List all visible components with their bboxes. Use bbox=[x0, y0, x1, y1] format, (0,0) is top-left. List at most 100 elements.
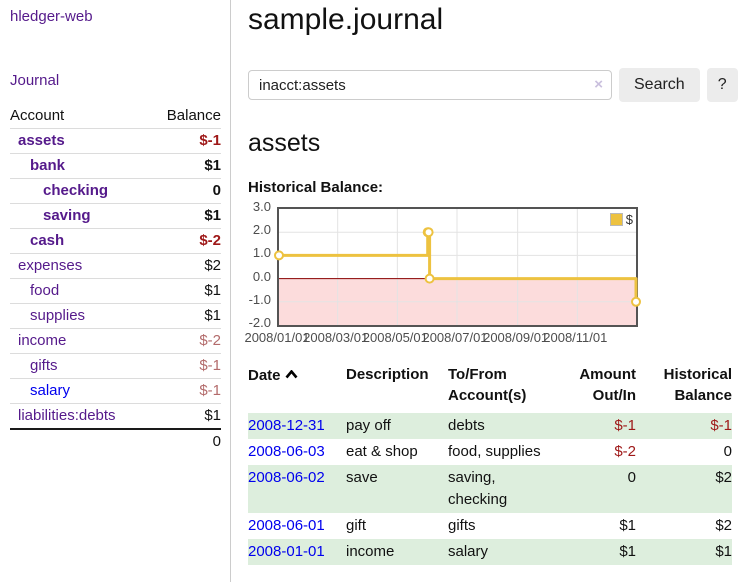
transaction-date-link[interactable]: 2008-01-01 bbox=[248, 543, 325, 560]
y-tick-label: 0.0 bbox=[252, 268, 271, 284]
account-balance: $-1 bbox=[161, 378, 221, 404]
account-row-checking: checking 0 bbox=[10, 178, 221, 204]
register-header-accounts: To/From Account(s) bbox=[448, 366, 527, 404]
account-balance: $1 bbox=[161, 203, 221, 229]
account-link[interactable]: food bbox=[30, 282, 60, 299]
transaction-amount: $-2 bbox=[614, 443, 636, 460]
brand-link[interactable]: hledger-web bbox=[10, 8, 93, 25]
register-header-row: Date Description To/From Account(s) Amou… bbox=[248, 363, 732, 413]
transaction-accounts: debts bbox=[448, 417, 485, 434]
historical-balance-chart: 3.0 2.0 1.0 0.0 -1.0 -2.0 $ 2008/01/01 2008/03… bbox=[244, 199, 740, 347]
account-balance: 0 bbox=[161, 178, 221, 204]
y-tick-label: 3.0 bbox=[252, 199, 271, 214]
account-row-income: income $-2 bbox=[10, 328, 221, 354]
x-tick-label: 2008/05/01 bbox=[362, 330, 428, 345]
account-row-gifts: gifts $-1 bbox=[10, 353, 221, 379]
accounts-total-value: 0 bbox=[161, 428, 221, 454]
account-link[interactable]: bank bbox=[30, 157, 66, 174]
x-tick-label: 2008/03/01 bbox=[303, 330, 369, 345]
page-title: sample.journal bbox=[248, 3, 444, 36]
y-tick-label: -1.0 bbox=[248, 291, 271, 307]
accounts-table-header: Account Balance bbox=[10, 104, 221, 129]
transaction-balance: $2 bbox=[715, 517, 732, 534]
main-content: sample.journal × Search ? assets Histori… bbox=[244, 0, 740, 565]
chart-y-labels: 3.0 2.0 1.0 0.0 -1.0 -2.0 bbox=[248, 199, 274, 330]
register-row: 2008-12-31 pay off debts $-1 $-1 bbox=[248, 413, 732, 439]
account-balance: $1 bbox=[161, 153, 221, 179]
transaction-date-link[interactable]: 2008-06-02 bbox=[248, 469, 325, 486]
account-row-salary: salary $-1 bbox=[10, 378, 221, 404]
transaction-amount: $1 bbox=[619, 543, 636, 560]
account-row-saving: saving $1 bbox=[10, 203, 221, 229]
account-row-cash: cash $-2 bbox=[10, 228, 221, 254]
y-tick-label: 2.0 bbox=[252, 222, 271, 238]
account-balance: $1 bbox=[161, 303, 221, 329]
transaction-accounts: gifts bbox=[448, 517, 476, 534]
chart-title: Historical Balance: bbox=[248, 179, 384, 196]
account-link[interactable]: checking bbox=[43, 182, 109, 199]
x-tick-label: 2008/09/01 bbox=[483, 330, 549, 345]
transaction-date-link[interactable]: 2008-06-03 bbox=[248, 443, 325, 460]
account-row-assets: assets $-1 bbox=[10, 128, 221, 154]
search-button[interactable]: Search bbox=[619, 68, 700, 102]
clear-search-icon[interactable]: × bbox=[594, 76, 603, 93]
y-tick-label: -2.0 bbox=[248, 315, 271, 330]
transaction-balance: $1 bbox=[715, 543, 732, 560]
account-link[interactable]: assets bbox=[18, 132, 65, 149]
search-input[interactable] bbox=[248, 70, 612, 100]
legend-label: $ bbox=[625, 212, 633, 227]
account-balance: $1 bbox=[161, 403, 221, 429]
account-row-food: food $1 bbox=[10, 278, 221, 304]
help-button[interactable]: ? bbox=[706, 68, 738, 102]
account-link[interactable]: salary bbox=[30, 382, 71, 399]
transaction-balance: 0 bbox=[723, 443, 732, 460]
account-balance: $-1 bbox=[161, 128, 221, 154]
account-balance: $-2 bbox=[161, 328, 221, 354]
account-balance: $2 bbox=[161, 253, 221, 279]
register-row: 2008-06-02 save saving, checking 0 $2 bbox=[248, 465, 732, 513]
register-header-description: Description bbox=[346, 366, 429, 383]
transaction-date-link[interactable]: 2008-06-01 bbox=[248, 517, 325, 534]
transaction-balance: $2 bbox=[715, 469, 732, 486]
transaction-accounts: food, supplies bbox=[448, 443, 541, 460]
account-link[interactable]: liabilities:debts bbox=[18, 407, 116, 424]
transaction-description: eat & shop bbox=[346, 443, 418, 460]
accounts-header-account: Account bbox=[10, 107, 65, 124]
register-row: 2008-01-01 income salary $1 $1 bbox=[248, 539, 732, 565]
account-balance: $1 bbox=[161, 278, 221, 304]
account-row-bank: bank $1 bbox=[10, 153, 221, 179]
register-header-balance: Historical Balance bbox=[663, 366, 732, 404]
accounts-table: Account Balance assets $-1 bank $1 check… bbox=[10, 104, 221, 454]
account-link[interactable]: expenses bbox=[18, 257, 83, 274]
register-header-date[interactable]: Date bbox=[248, 363, 346, 413]
account-link[interactable]: income bbox=[18, 332, 67, 349]
transaction-amount: $1 bbox=[619, 517, 636, 534]
x-tick-label: 2008/07/01 bbox=[422, 330, 488, 345]
account-balance: $-2 bbox=[161, 228, 221, 254]
account-link[interactable]: gifts bbox=[30, 357, 58, 374]
register-row: 2008-06-03 eat & shop food, supplies $-2… bbox=[248, 439, 732, 465]
register-table: Date Description To/From Account(s) Amou… bbox=[248, 363, 732, 565]
accounts-header-balance: Balance bbox=[166, 107, 221, 124]
transaction-date-link[interactable]: 2008-12-31 bbox=[248, 417, 325, 434]
transaction-balance: $-1 bbox=[710, 417, 732, 434]
chart-plot: $ bbox=[274, 207, 641, 327]
y-tick-label: 1.0 bbox=[252, 245, 271, 261]
legend-swatch-icon bbox=[609, 213, 623, 226]
account-page-title: assets bbox=[248, 129, 321, 157]
transaction-accounts: saving, checking bbox=[448, 469, 508, 508]
sidebar-item-journal[interactable]: Journal bbox=[10, 72, 60, 89]
account-link[interactable]: cash bbox=[30, 232, 65, 249]
search-form: × Search ? bbox=[248, 68, 740, 102]
transaction-accounts: salary bbox=[448, 543, 489, 560]
accounts-total-row: 0 bbox=[10, 428, 221, 454]
transaction-amount: 0 bbox=[627, 469, 636, 486]
register-header-date-label: Date bbox=[248, 367, 281, 384]
account-link[interactable]: saving bbox=[43, 207, 91, 224]
transaction-description: save bbox=[346, 469, 378, 486]
sidebar: hledger-web Journal Account Balance asse… bbox=[0, 0, 231, 582]
account-row-supplies: supplies $1 bbox=[10, 303, 221, 329]
account-link[interactable]: supplies bbox=[30, 307, 86, 324]
chart-x-labels: 2008/01/01 2008/03/01 2008/05/01 2008/07/01… bbox=[244, 330, 740, 346]
account-row-liabilities-debts: liabilities:debts $1 bbox=[10, 403, 221, 429]
